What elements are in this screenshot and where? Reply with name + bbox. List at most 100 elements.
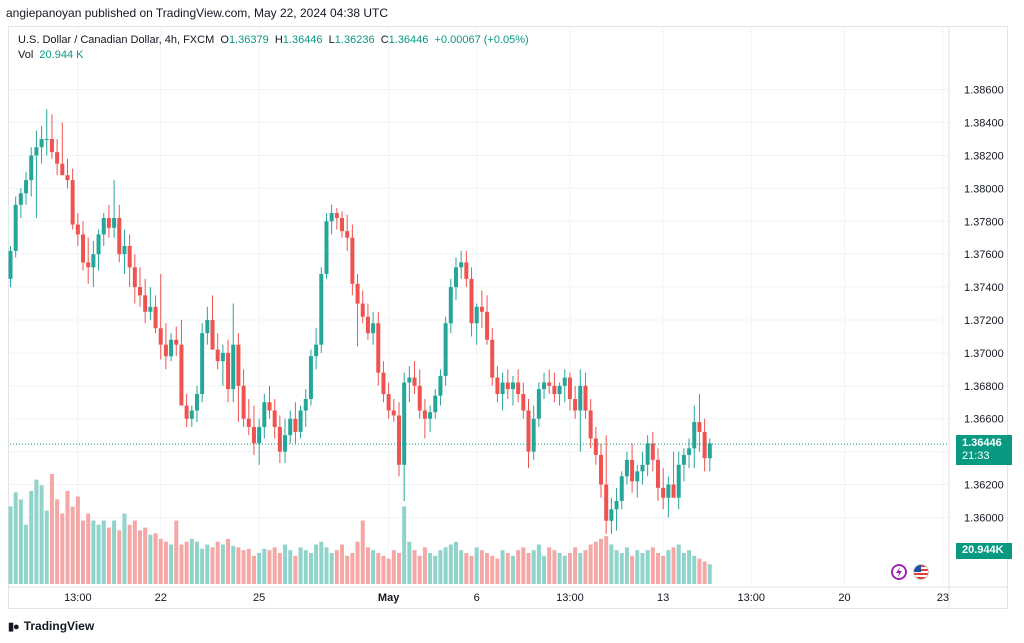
volume-bar (34, 479, 39, 584)
candle (60, 122, 65, 176)
candle (293, 402, 298, 444)
volume-bar (526, 552, 531, 584)
tradingview-logo[interactable]: ▮● TradingView (8, 619, 94, 633)
candle (510, 375, 515, 406)
volume-bar (267, 550, 272, 584)
candle-body (609, 509, 614, 521)
candle (671, 451, 676, 498)
y-tick-label: 1.38400 (964, 118, 1004, 130)
candle-body (552, 385, 557, 395)
candle (55, 138, 60, 176)
candle-body (272, 410, 277, 427)
us-flag-icon[interactable] (913, 564, 929, 580)
volume-value: 20.944 K (39, 49, 84, 61)
volume-bar (588, 544, 593, 584)
candle-body (86, 262, 91, 268)
candle-body (132, 267, 137, 288)
candle-body (391, 410, 396, 416)
volume-bar (469, 555, 474, 584)
candle (319, 267, 324, 353)
candle-body (386, 394, 391, 411)
volume-bar (381, 555, 386, 584)
candle-body (521, 394, 526, 411)
volume-bar (75, 496, 80, 584)
volume-bar (599, 538, 604, 584)
candle-body (376, 323, 381, 373)
candle-body (526, 410, 531, 452)
volume-bar (578, 552, 583, 584)
volume-bar (604, 536, 609, 584)
volume-bar (552, 550, 557, 584)
volume-bar (624, 547, 629, 584)
volume-bar (215, 541, 220, 584)
volume-bar (169, 544, 174, 584)
volume-bar (516, 550, 521, 584)
candle (148, 287, 153, 320)
current-price-value: 1.36446 (962, 437, 1002, 450)
candle-body (24, 180, 29, 194)
candle (583, 372, 588, 419)
volume-bar (106, 527, 111, 584)
candle (298, 405, 303, 439)
candle (702, 418, 707, 472)
candle-body (158, 328, 163, 345)
x-tick-label: 13 (657, 592, 669, 604)
candle (573, 385, 578, 419)
volume-bar (262, 548, 267, 584)
candle-body (143, 295, 148, 312)
candle (624, 451, 629, 485)
open-label: O (220, 34, 229, 46)
candle (127, 234, 132, 288)
candle (516, 369, 521, 403)
volume-bar (298, 547, 303, 584)
candle (251, 405, 256, 455)
x-tick-label: 13:00 (556, 592, 584, 604)
candle-body (355, 283, 360, 304)
volume-bar (308, 552, 313, 584)
candle (360, 290, 365, 324)
volume-bar (49, 474, 54, 584)
candle-body (350, 237, 355, 284)
lightning-icon[interactable] (891, 564, 907, 580)
volume-bar (428, 552, 433, 584)
candle-body (624, 459, 629, 477)
volume-bar (8, 506, 13, 584)
candle (340, 211, 345, 238)
volume-bar (241, 550, 246, 584)
volume-bar (391, 550, 396, 584)
volume-bar (490, 555, 495, 584)
candle (531, 405, 536, 460)
volume-bar (81, 520, 86, 584)
candle-body (371, 323, 376, 334)
candle-body (567, 377, 572, 399)
candle (132, 254, 137, 304)
volume-bar (371, 550, 376, 584)
volume-bar (132, 520, 137, 584)
candle (474, 303, 479, 345)
candle (257, 418, 262, 465)
candle (542, 372, 547, 399)
candle (479, 290, 484, 329)
candle-body (557, 385, 562, 395)
x-tick-label: 13:00 (64, 592, 92, 604)
volume-bar (433, 555, 438, 584)
y-tick-label: 1.38000 (964, 183, 1004, 195)
volume-bar (18, 499, 23, 584)
candle-body (122, 245, 127, 255)
volume-bar (65, 490, 70, 584)
volume-bar (220, 544, 225, 584)
publisher-line: angiepanoyan published on TradingView.co… (6, 6, 389, 20)
candle (267, 385, 272, 419)
volume-bar (184, 541, 189, 584)
candle-body (448, 287, 453, 324)
volume-bar (101, 520, 106, 584)
chart-frame[interactable] (8, 26, 1008, 609)
volume-bar (246, 548, 251, 584)
candle-body (536, 389, 541, 419)
candle (443, 316, 448, 386)
candle-body (194, 394, 199, 411)
candle (169, 333, 174, 362)
close-value: 1.36446 (388, 34, 429, 46)
volume-bar (148, 534, 153, 584)
